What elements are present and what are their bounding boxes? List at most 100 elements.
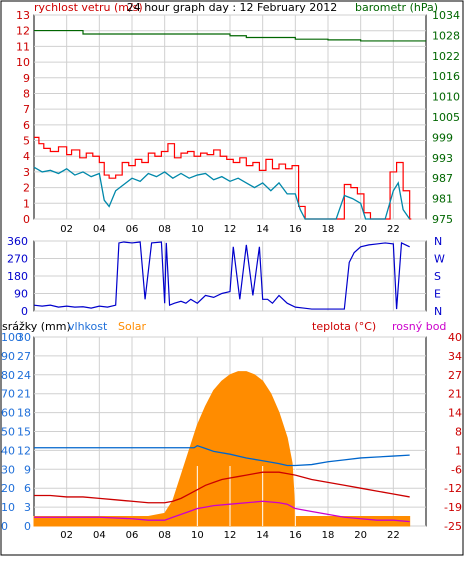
x-tick-label: 12: [224, 530, 237, 541]
rain-tick-label: 21: [17, 388, 31, 401]
baro-tick-label: 1010: [432, 91, 460, 104]
compass-tick-label: E: [434, 288, 441, 301]
x-tick-label: 18: [322, 224, 335, 235]
direction-tick-label: 360: [7, 235, 28, 248]
chart-title: 24 hour graph day : 12 February 2012: [127, 1, 338, 14]
x-tick-label: 04: [93, 530, 106, 541]
humidity-tick-label: 30: [1, 463, 15, 476]
humidity-tick-label: 90: [1, 350, 15, 363]
direction-tick-label: 180: [7, 270, 28, 283]
rain-tick-label: 30: [17, 331, 31, 344]
x-tick-label: 10: [191, 224, 204, 235]
temp-axis-label: teplota (°C): [312, 320, 376, 333]
x-tick-label: 12: [224, 224, 237, 235]
baro-tick-label: 1016: [432, 70, 460, 83]
compass-tick-label: W: [434, 253, 445, 266]
temp-tick-label: 14: [448, 407, 462, 420]
baro-tick-label: 975: [432, 213, 453, 226]
humidity-series-line: [34, 444, 410, 467]
humidity-tick-label: 10: [1, 501, 15, 514]
x-tick-label: 06: [126, 224, 139, 235]
wind-tick-label: 10: [16, 56, 30, 69]
x-tick-label: 08: [158, 530, 171, 541]
humidity-tick-label: 50: [1, 426, 15, 439]
baro-tick-label: 1022: [432, 50, 460, 63]
baro-tick-label: 981: [432, 193, 453, 206]
temp-tick-label: 40: [448, 331, 462, 344]
temp-tick-label: -12: [444, 482, 462, 495]
humidity-tick-label: 0: [1, 520, 8, 533]
temp-tick-label: -6: [451, 463, 462, 476]
temp-tick-label: 27: [448, 369, 462, 382]
x-tick-label: 18: [322, 530, 335, 541]
temp-tick-label: 21: [448, 388, 462, 401]
temp-tick-label: 34: [448, 350, 462, 363]
x-tick-label: 22: [387, 224, 400, 235]
x-tick-label: 20: [354, 530, 367, 541]
temp-tick-label: 8: [455, 426, 462, 439]
rain-tick-label: 9: [24, 463, 31, 476]
x-tick-label: 22: [387, 530, 400, 541]
wind-axis-label: rychlost vetru (m/s): [34, 1, 143, 14]
x-tick-label: 02: [60, 530, 73, 541]
rain-tick-label: 12: [17, 444, 31, 457]
direction-series-line: [33, 241, 410, 310]
rain-tick-label: 3: [24, 501, 31, 514]
baro-series-line: [34, 29, 426, 42]
x-tick-label: 16: [289, 530, 302, 541]
baro-tick-label: 1005: [432, 111, 460, 124]
wind-tick-label: 1: [23, 197, 30, 210]
x-tick-label: 02: [60, 224, 73, 235]
x-tick-label: 20: [354, 224, 367, 235]
wind-tick-label: 12: [16, 25, 30, 38]
wind-tick-label: 5: [23, 135, 30, 148]
humidity-tick-label: 20: [1, 482, 15, 495]
temp-series-line: [34, 471, 410, 504]
solar-axis-label: Solar: [118, 320, 147, 333]
direction-tick-label: 90: [14, 288, 28, 301]
rain-tick-label: 24: [17, 369, 31, 382]
baro-tick-label: 1034: [432, 9, 460, 22]
rain-tick-label: 27: [17, 350, 31, 363]
humidity-tick-label: 70: [1, 388, 15, 401]
wind-tick-label: 0: [23, 213, 30, 226]
humidity-tick-label: 80: [1, 369, 15, 382]
gust-series-line: [34, 136, 412, 220]
rain-tick-label: 6: [24, 482, 31, 495]
direction-tick-label: 270: [7, 253, 28, 266]
wind-tick-label: 8: [23, 87, 30, 100]
x-tick-label: 08: [158, 224, 171, 235]
rain-axis-label: srážky (mm): [2, 320, 71, 333]
baro-tick-label: 1028: [432, 29, 460, 42]
x-tick-label: 16: [289, 224, 302, 235]
temp-tick-label: -25: [444, 520, 462, 533]
humidity-tick-label: 100: [1, 331, 22, 344]
wind-tick-label: 2: [23, 182, 30, 195]
temp-tick-label: 1: [455, 444, 462, 457]
dew-axis-label: rosný bod: [392, 320, 446, 333]
wind-tick-label: 7: [23, 103, 30, 116]
wind-tick-label: 9: [23, 72, 30, 85]
humidity-axis-label: vlhkost: [68, 320, 108, 333]
humidity-tick-label: 60: [1, 407, 15, 420]
rain-tick-label: 18: [17, 407, 31, 420]
wind-tick-label: 13: [16, 9, 30, 22]
compass-tick-label: N: [434, 305, 442, 318]
wind-tick-label: 11: [16, 40, 30, 53]
rain-tick-label: 0: [24, 520, 31, 533]
baro-tick-label: 993: [432, 152, 453, 165]
avg-wind-series-line: [33, 166, 411, 220]
compass-tick-label: N: [434, 235, 442, 248]
baro-tick-label: 999: [432, 131, 453, 144]
temp-tick-label: -19: [444, 501, 462, 514]
baro-axis-label: barometr (hPa): [355, 1, 438, 14]
x-tick-label: 14: [256, 224, 269, 235]
x-tick-label: 06: [126, 530, 139, 541]
humidity-tick-label: 40: [1, 444, 15, 457]
x-tick-label: 10: [191, 530, 204, 541]
baro-tick-label: 987: [432, 172, 453, 185]
dew-series-line: [34, 500, 410, 523]
